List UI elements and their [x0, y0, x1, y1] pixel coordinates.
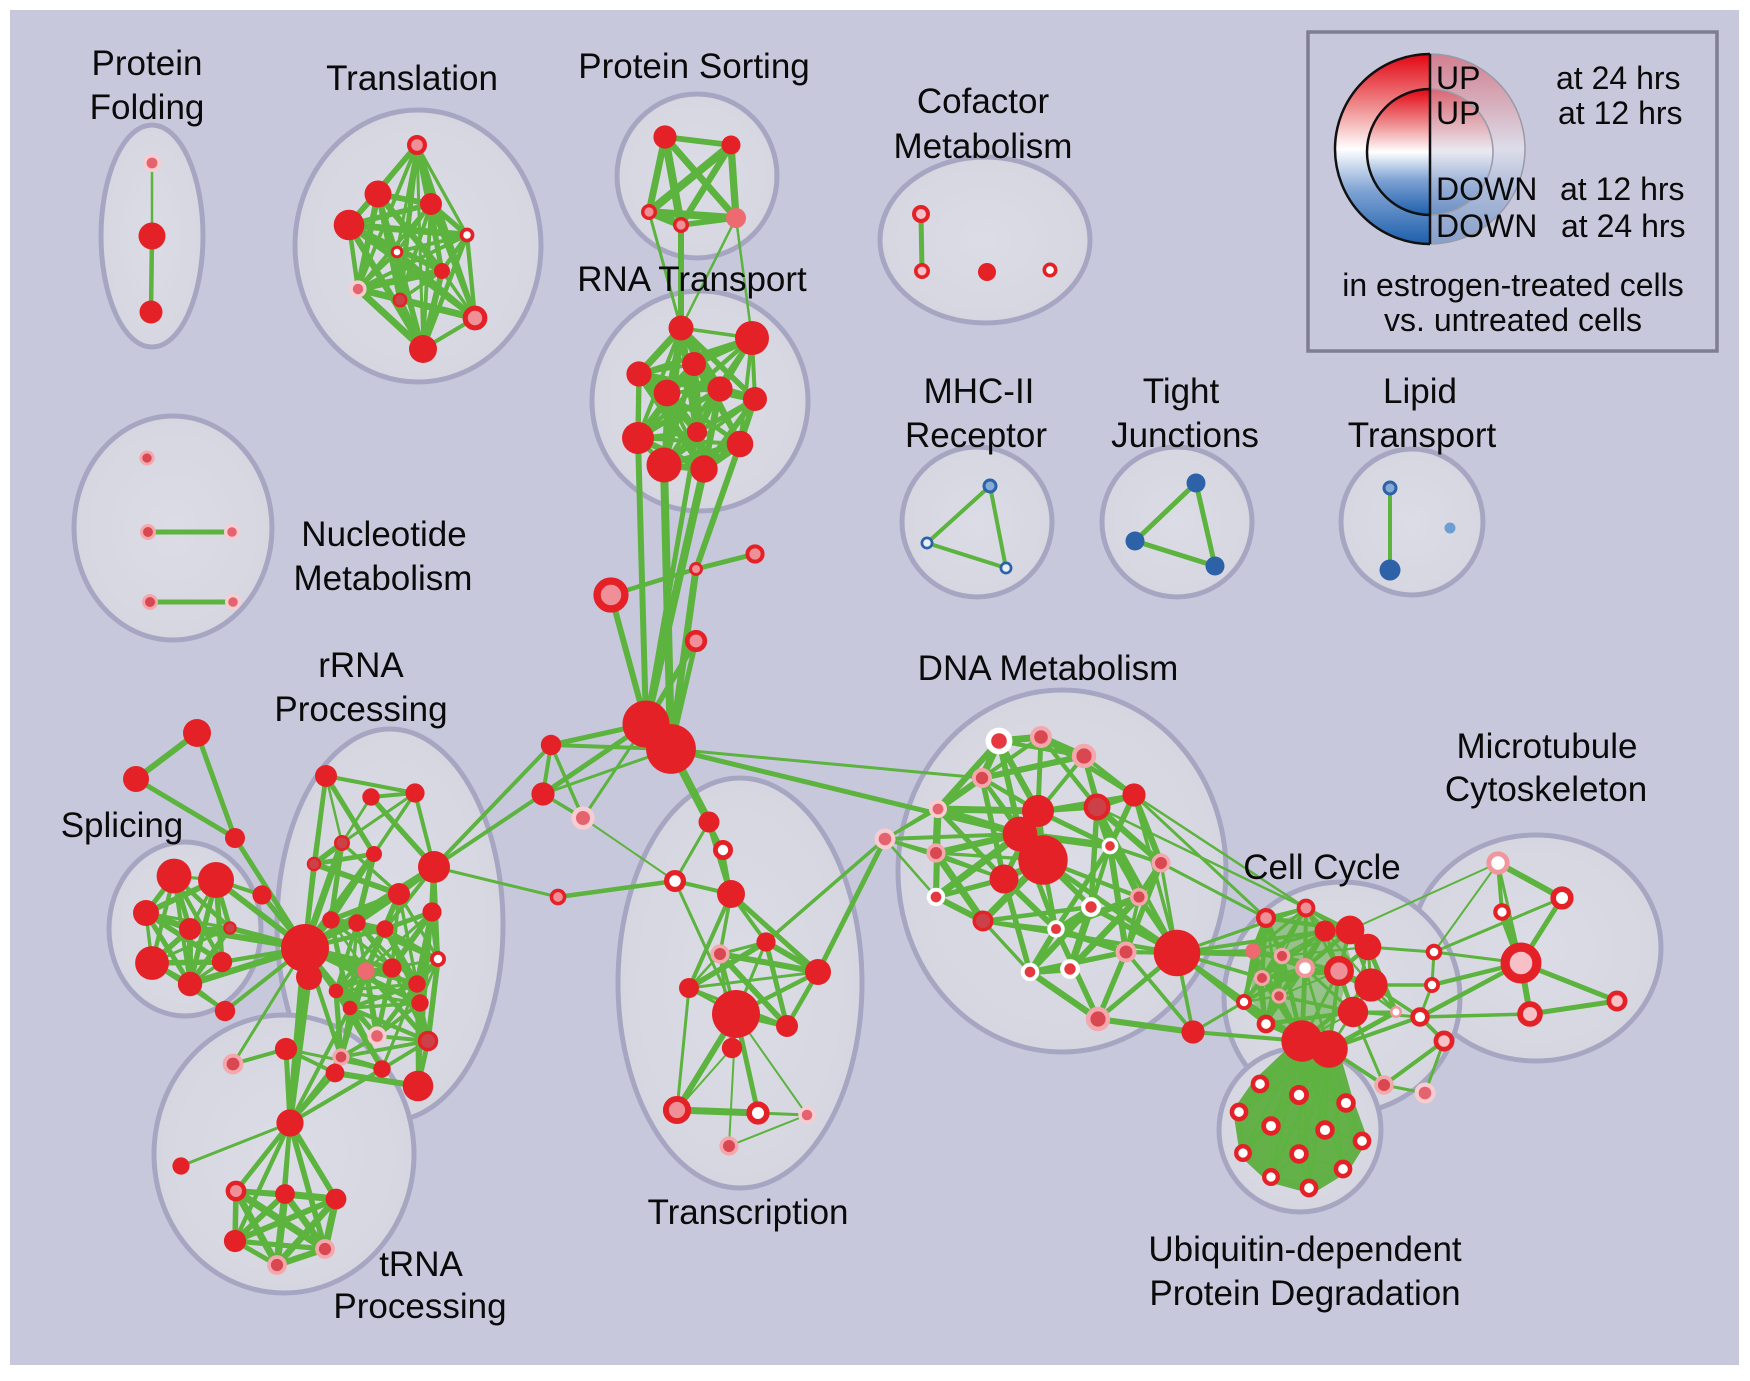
svg-text:at 24 hrs: at 24 hrs — [1561, 208, 1686, 244]
svg-text:in estrogen-treated cells: in estrogen-treated cells — [1342, 267, 1684, 303]
svg-text:Protein: Protein — [92, 44, 203, 83]
svg-text:Transcription: Transcription — [648, 1193, 849, 1232]
svg-text:Tight: Tight — [1143, 372, 1220, 411]
svg-text:DOWN: DOWN — [1436, 208, 1537, 244]
svg-text:Nucleotide: Nucleotide — [301, 515, 466, 554]
svg-text:rRNA: rRNA — [318, 646, 404, 685]
svg-text:Ubiquitin-dependent: Ubiquitin-dependent — [1148, 1230, 1462, 1269]
svg-text:Microtubule: Microtubule — [1457, 727, 1638, 766]
svg-text:vs. untreated cells: vs. untreated cells — [1384, 302, 1642, 338]
svg-text:at 12 hrs: at 12 hrs — [1560, 171, 1685, 207]
svg-text:Receptor: Receptor — [905, 416, 1047, 455]
svg-text:Processing: Processing — [333, 1287, 506, 1326]
svg-text:DNA Metabolism: DNA Metabolism — [918, 649, 1179, 688]
svg-text:Junctions: Junctions — [1111, 416, 1259, 455]
svg-text:Processing: Processing — [274, 690, 447, 729]
svg-text:tRNA: tRNA — [379, 1245, 463, 1284]
svg-text:Protein Sorting: Protein Sorting — [578, 47, 810, 86]
svg-text:Cell Cycle: Cell Cycle — [1243, 848, 1401, 887]
svg-text:Splicing: Splicing — [61, 806, 184, 845]
svg-text:UP: UP — [1436, 95, 1480, 131]
svg-text:at 24 hrs: at 24 hrs — [1556, 60, 1681, 96]
svg-text:at 12 hrs: at 12 hrs — [1558, 95, 1683, 131]
svg-text:Metabolism: Metabolism — [294, 559, 473, 598]
svg-text:MHC-II: MHC-II — [924, 372, 1035, 411]
svg-text:Metabolism: Metabolism — [894, 127, 1073, 166]
svg-text:Folding: Folding — [90, 88, 205, 127]
svg-text:DOWN: DOWN — [1436, 171, 1537, 207]
svg-text:Cofactor: Cofactor — [917, 82, 1050, 121]
svg-text:Protein Degradation: Protein Degradation — [1149, 1274, 1460, 1313]
svg-text:Transport: Transport — [1348, 416, 1497, 455]
svg-text:Cytoskeleton: Cytoskeleton — [1445, 770, 1647, 809]
svg-text:Translation: Translation — [326, 59, 498, 98]
svg-text:UP: UP — [1436, 60, 1480, 96]
svg-text:Lipid: Lipid — [1383, 372, 1457, 411]
svg-text:RNA Transport: RNA Transport — [577, 260, 807, 299]
